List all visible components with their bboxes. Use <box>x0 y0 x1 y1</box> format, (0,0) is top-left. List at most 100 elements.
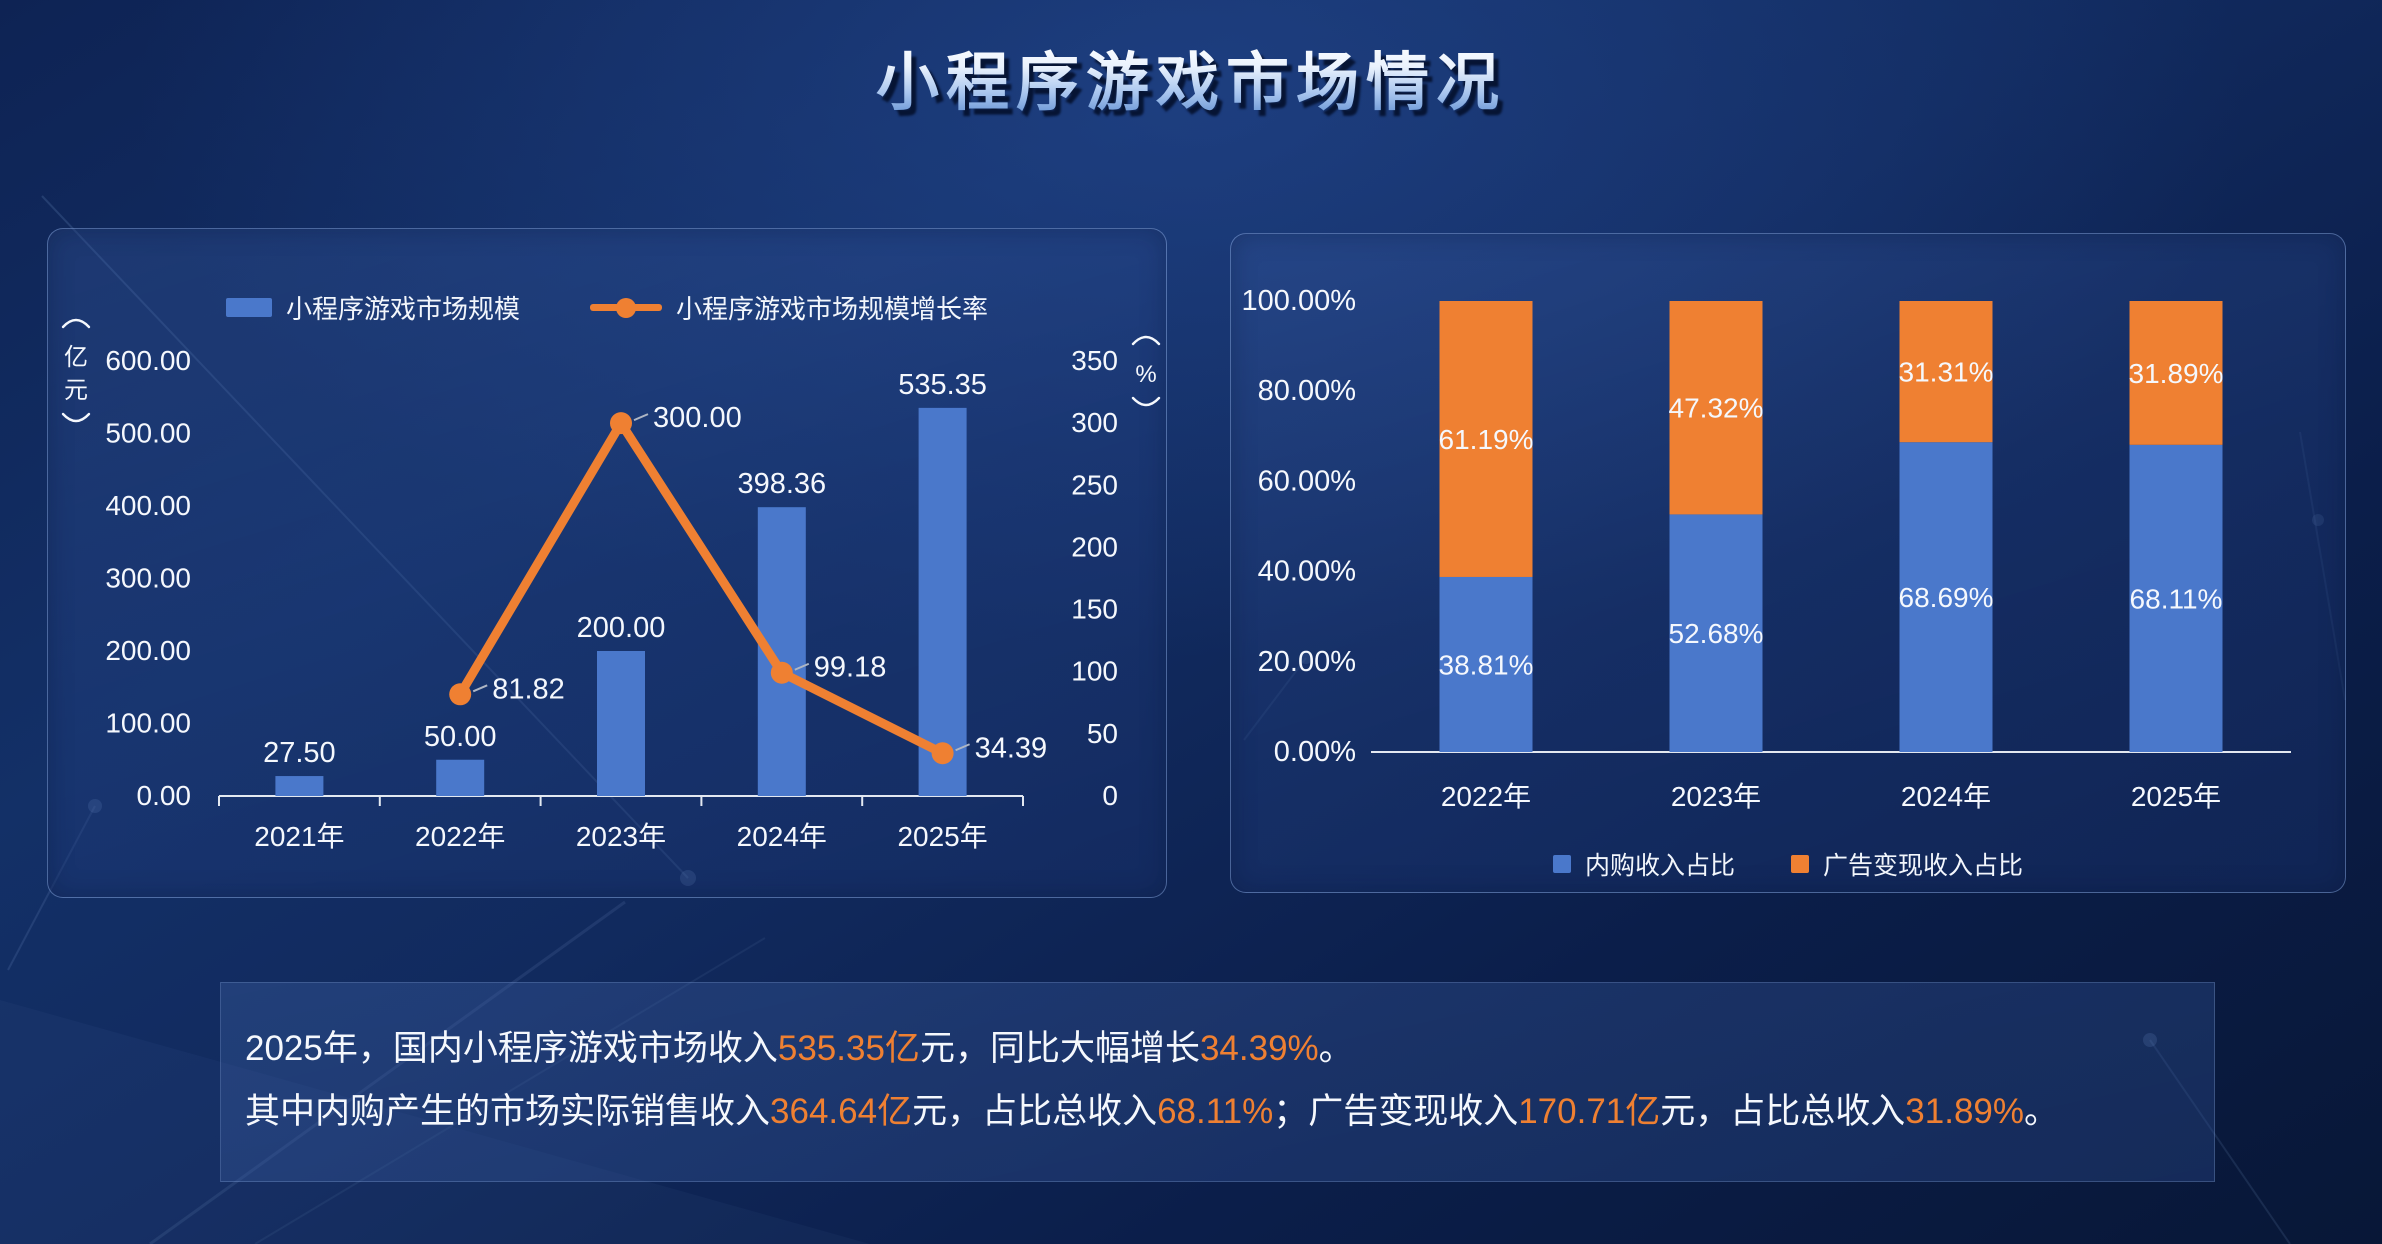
line-value-label: 99.18 <box>814 652 887 684</box>
summary-highlight-value: 170.71亿 <box>1518 1092 1661 1131</box>
growth-rate-line <box>455 418 948 758</box>
legend-item: 广告变现收入占比 <box>1791 846 2023 882</box>
segment-value-label: 68.69% <box>1899 582 1994 613</box>
bar-value-label: 398.36 <box>737 468 826 500</box>
category-label: 2025年 <box>897 821 987 852</box>
left-axis-tick-label: 200.00 <box>105 635 191 666</box>
y-axis-tick-label: 40.00% <box>1258 556 1356 588</box>
bar-2025年 <box>918 407 967 796</box>
summary-text: 。 <box>2024 1092 2060 1131</box>
segment-value-label: 52.68% <box>1669 618 1764 649</box>
right-axis-unit-open-paren <box>1131 335 1161 346</box>
left-axis-tick-label: 300.00 <box>105 563 191 594</box>
left-axis-unit-char: 亿 <box>64 344 88 371</box>
right-axis-tick-label: 150 <box>1071 594 1118 625</box>
summary-text: ；广告变现收入 <box>1273 1092 1519 1131</box>
summary-highlight-value: 31.89% <box>1905 1092 2025 1131</box>
right-axis-tick-label: 250 <box>1071 469 1118 500</box>
summary-line-2: 其中内购产生的市场实际销售收入364.64亿元，占比总收入68.11%；广告变现… <box>245 1080 2190 1143</box>
category-label: 2022年 <box>415 821 505 852</box>
left-axis-tick-label: 100.00 <box>105 708 191 739</box>
summary-panel: 2025年，国内小程序游戏市场收入535.35亿元，同比大幅增长34.39%。 … <box>220 982 2215 1182</box>
y-axis-tick-label: 20.00% <box>1258 646 1356 678</box>
legend-label: 内购收入占比 <box>1584 852 1735 880</box>
summary-highlight-value: 364.64亿 <box>770 1092 913 1131</box>
growth-line-point <box>610 412 632 435</box>
summary-text: 2025年，国内小程序游戏市场收入 <box>245 1029 778 1068</box>
summary-highlight-value: 535.35亿 <box>777 1029 920 1068</box>
bar-value-label: 50.00 <box>424 721 497 753</box>
legend-item: 小程序游戏市场规模 <box>225 289 520 326</box>
left-axis-tick-label: 600.00 <box>105 345 191 376</box>
stack-segment-2022年 <box>1439 576 1533 752</box>
category-label: 2023年 <box>1671 781 1761 812</box>
bar-value-label: 200.00 <box>577 612 666 644</box>
summary-text: 元，同比大幅增长 <box>919 1029 1200 1068</box>
line-value-label: 300.00 <box>653 402 742 434</box>
revenue-share-chart: 100.00% 80.00% 60.00% 40.00% 20.00% 0.00% 2022… <box>1242 285 2291 812</box>
legend-swatch-icon <box>1791 855 1809 873</box>
summary-text: 其中内购产生的市场实际销售收入 <box>245 1092 771 1131</box>
summary-highlight-value: 34.39% <box>1199 1029 1319 1068</box>
page-title: 小程序游戏市场情况 <box>0 32 2382 123</box>
stack-segment-2024年 <box>1899 442 1993 752</box>
stack-segment-2023年 <box>1669 301 1763 515</box>
y-axis-tick-label: 60.00% <box>1258 465 1356 497</box>
stack-segment-2025年 <box>2129 444 2223 752</box>
category-label: 2023年 <box>576 821 666 852</box>
bar-value-label: 27.50 <box>263 737 336 769</box>
bar-value-label: 535.35 <box>898 369 987 401</box>
right-axis-tick-label: 350 <box>1071 345 1118 376</box>
segment-value-label: 47.32% <box>1669 393 1764 424</box>
legend-label: 小程序游戏市场规模增长率 <box>676 294 989 324</box>
line-value-label: 81.82 <box>492 673 565 705</box>
legend-label: 小程序游戏市场规模 <box>285 294 520 324</box>
left-axis-tick-label: 0.00 <box>137 780 192 811</box>
x-axis <box>218 795 1024 806</box>
summary-highlight-value: 68.11% <box>1157 1092 1274 1131</box>
label-leader-line <box>955 743 970 752</box>
stack-segment-2022年 <box>1439 301 1533 577</box>
right-axis-tick-label: 0 <box>1102 780 1118 811</box>
legend-swatch-icon <box>1552 855 1571 873</box>
legend-line-icon <box>590 297 662 318</box>
y-axis-tick-label: 0.00% <box>1274 736 1356 768</box>
left-axis-unit-close-paren <box>61 412 91 423</box>
segment-value-label: 61.19% <box>1439 424 1534 455</box>
label-leader-line <box>633 413 649 422</box>
bar-2021年 <box>275 776 324 796</box>
category-label: 2024年 <box>737 821 827 852</box>
y-axis-tick-label: 80.00% <box>1258 375 1356 407</box>
line-value-label: 34.39 <box>975 732 1048 764</box>
legend-swatch-icon <box>225 298 272 317</box>
category-label: 2025年 <box>2131 781 2221 812</box>
stack-segment-2024年 <box>1899 301 1993 443</box>
left-axis-tick-label: 400.00 <box>105 490 191 521</box>
revenue-share-panel: 100.00% 80.00% 60.00% 40.00% 20.00% 0.00% 2022… <box>1230 233 2346 893</box>
y-axis-tick-label: 100.00% <box>1242 285 1357 317</box>
legend-line-dot-icon <box>616 297 636 318</box>
summary-text: 元，占比总收入 <box>912 1092 1158 1131</box>
right-axis-tick-label: 50 <box>1087 718 1118 749</box>
market-size-panel: 小程序游戏市场规模 小程序游戏市场规模增长率 600.00 50 0.00 400.00… <box>47 228 1167 898</box>
right-axis-tick-label: 100 <box>1071 656 1118 687</box>
summary-text: 。 <box>1318 1029 1354 1068</box>
summary-text: 元，占比总收入 <box>1660 1092 1906 1131</box>
category-label: 2022年 <box>1441 781 1531 812</box>
right-axis-unit-close-paren <box>1131 396 1161 407</box>
bar-2022年 <box>436 759 485 796</box>
share-chart-legend: 内购收入占比 广告变现收入占比 <box>1231 846 2345 882</box>
category-label: 2021年 <box>254 821 344 852</box>
segment-value-label: 68.11% <box>2130 583 2223 614</box>
growth-line-point <box>449 683 472 706</box>
label-leader-line <box>794 662 810 671</box>
market-size-chart: 600.00 500.00 400.00 300.00 200.00 100.00 0.00… <box>61 318 1161 852</box>
right-axis-unit-char: % <box>1135 361 1156 388</box>
growth-line-point <box>931 742 954 765</box>
legend-item: 内购收入占比 <box>1552 846 1735 882</box>
summary-line-1: 2025年，国内小程序游戏市场收入535.35亿元，同比大幅增长34.39%。 <box>245 1017 2190 1080</box>
category-label: 2024年 <box>1901 781 1991 812</box>
left-axis-unit-char: 元 <box>64 377 88 404</box>
legend-item: 小程序游戏市场规模增长率 <box>590 289 988 326</box>
